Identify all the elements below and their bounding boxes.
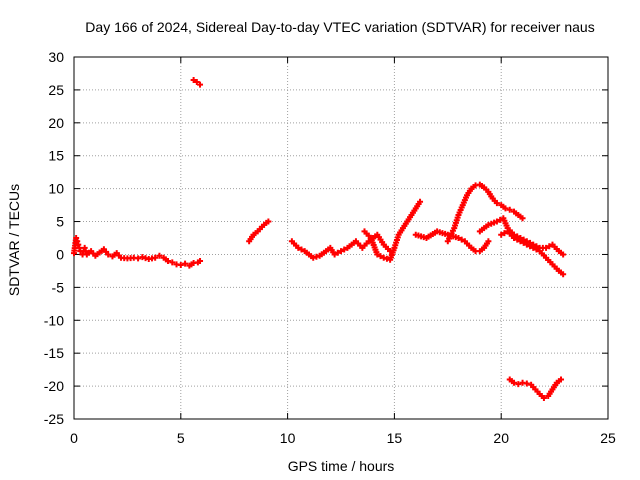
y-tick-label: -15 — [44, 345, 64, 361]
y-tick-label: -20 — [44, 378, 64, 394]
y-tick-label: -5 — [52, 279, 65, 295]
data-point — [164, 258, 171, 265]
data-point — [560, 251, 567, 258]
data-point — [156, 252, 163, 259]
data-point-fill — [520, 239, 527, 246]
data-point — [338, 248, 344, 255]
data-point — [331, 251, 338, 258]
series-arc-16-19 — [412, 228, 492, 255]
data-points — [71, 77, 567, 401]
data-point-fill — [501, 230, 508, 237]
data-point — [169, 259, 176, 266]
y-tick-label: -25 — [44, 411, 64, 427]
data-point — [190, 77, 197, 84]
data-point-fill — [458, 236, 465, 243]
x-tick-label: 15 — [387, 430, 403, 446]
series-arc-10-14 — [288, 231, 394, 261]
grid — [74, 57, 608, 419]
data-point — [197, 258, 204, 265]
plot-border — [73, 56, 609, 420]
data-point — [498, 231, 505, 238]
data-point — [493, 218, 500, 225]
data-point — [540, 394, 547, 401]
data-point — [152, 254, 159, 261]
data-point — [197, 81, 204, 88]
data-point-fill — [74, 238, 81, 245]
data-point — [374, 251, 381, 258]
data-point-fill — [377, 253, 384, 260]
data-point — [417, 198, 424, 205]
x-tick-label: 5 — [177, 430, 185, 446]
series-arc-8h — [246, 218, 272, 245]
x-axis-label: GPS time / hours — [288, 458, 395, 474]
y-tick-label: 0 — [56, 246, 64, 262]
series-arc-hump — [444, 181, 526, 245]
series-arc-upper-19-23 — [476, 215, 567, 258]
data-point-fill — [546, 243, 553, 250]
data-point — [295, 244, 302, 251]
data-point-fill — [82, 248, 89, 255]
data-point — [530, 244, 537, 251]
data-point — [265, 218, 272, 225]
data-point — [177, 261, 184, 268]
series-arc-negative — [506, 376, 565, 401]
x-tick-label: 10 — [280, 430, 296, 446]
data-point-fill — [298, 246, 305, 253]
y-tick-label: 25 — [48, 82, 64, 98]
data-point-fill — [533, 246, 540, 253]
x-tick-label: 20 — [493, 430, 509, 446]
series-arc-lower-20-23 — [498, 228, 567, 278]
data-point — [517, 238, 524, 245]
data-point — [75, 241, 82, 248]
series-arc-14-16 — [361, 198, 424, 263]
y-axis-label: SDTVAR / TECUs — [6, 184, 22, 296]
data-point — [105, 251, 112, 258]
series-arc-early — [71, 235, 204, 269]
data-point — [511, 235, 518, 241]
data-point — [485, 238, 492, 245]
y-tick-label: 20 — [48, 115, 64, 131]
x-tick-label: 25 — [600, 430, 616, 446]
data-point-fill — [76, 244, 83, 251]
data-point — [558, 376, 565, 383]
data-point — [193, 79, 200, 86]
x-tick-label: 0 — [70, 430, 78, 446]
axis-ticks: 0 5 10 15 20 25 -25 -20 -15 -10 -5 0 5 10 15 20 25 30 — [44, 49, 616, 446]
data-point-fill — [527, 243, 534, 250]
data-point — [182, 260, 189, 267]
data-point — [543, 244, 550, 251]
series-arc-outlier — [190, 77, 204, 88]
data-point-fill — [341, 246, 348, 253]
data-point — [523, 241, 530, 248]
data-point — [455, 235, 462, 241]
y-tick-label: 30 — [48, 49, 64, 65]
y-tick-label: 15 — [48, 148, 64, 164]
y-tick-label: 5 — [56, 214, 64, 230]
data-point — [511, 379, 518, 386]
data-point — [506, 206, 513, 213]
data-point — [523, 380, 530, 387]
data-point-fill — [514, 236, 521, 243]
data-point — [519, 215, 526, 222]
data-point — [135, 255, 142, 262]
data-point — [515, 381, 522, 388]
data-point-fill — [334, 249, 341, 256]
y-tick-label: 10 — [48, 181, 64, 197]
data-point — [560, 271, 567, 278]
data-point — [493, 200, 500, 207]
chart-title: Day 166 of 2024, Sidereal Day-to-day VTE… — [85, 19, 594, 35]
data-point — [73, 235, 80, 241]
data-point — [502, 205, 509, 212]
y-tick-label: -10 — [44, 312, 64, 328]
data-point — [81, 244, 88, 251]
